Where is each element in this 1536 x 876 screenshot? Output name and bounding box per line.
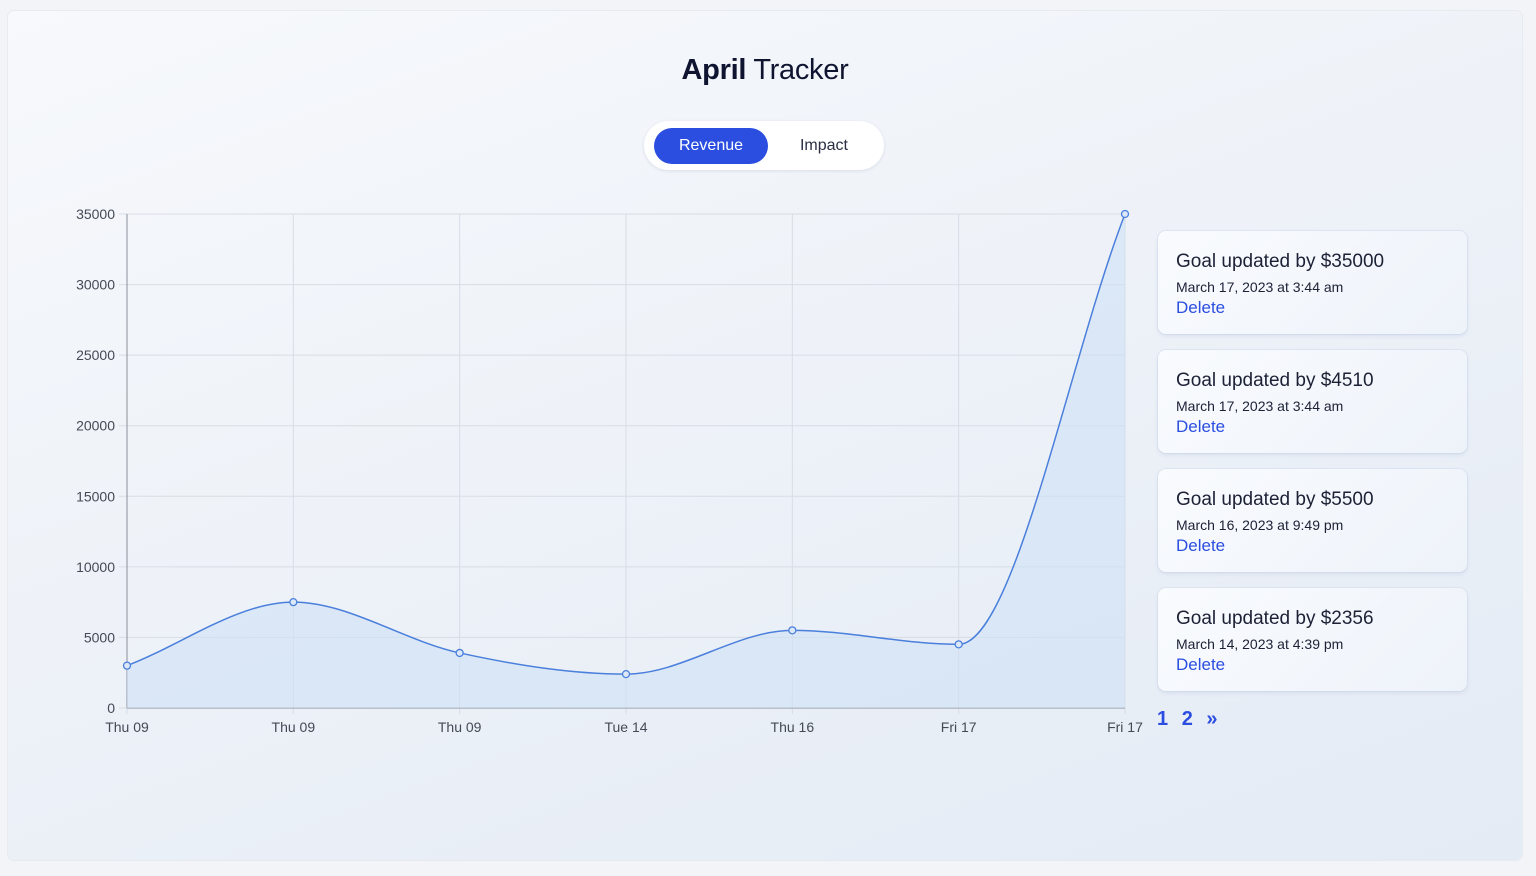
delete-goal-link[interactable]: Delete — [1176, 417, 1226, 436]
next-page-link[interactable]: » — [1206, 708, 1218, 730]
delete-goal-link[interactable]: Delete — [1176, 536, 1226, 555]
y-tick-label: 25000 — [76, 347, 115, 363]
delete-goal-link[interactable]: Delete — [1176, 655, 1226, 674]
data-point — [788, 626, 797, 635]
revenue-chart: 0 5000 10000 15000 20000 25000 30000 35000 Thu 0… — [76, 206, 1143, 735]
y-tick-label: 10000 — [76, 559, 115, 575]
goal-date: March 14, 2023 at 4:39 pm — [1176, 636, 1344, 652]
x-tick-label: Thu 09 — [438, 719, 482, 735]
data-point — [289, 597, 298, 607]
goal-date: March 16, 2023 at 9:49 pm — [1176, 517, 1344, 533]
x-tick-label: Thu 09 — [105, 719, 149, 735]
goal-item: Goal updated by $5500 March 16, 2023 at … — [1158, 469, 1467, 572]
goal-title: Goal updated by $2356 — [1176, 608, 1374, 629]
x-tick-label: Thu 16 — [771, 719, 815, 735]
page-title-light: Tracker — [753, 54, 849, 86]
y-tick-label: 20000 — [76, 418, 115, 434]
y-tick-label: 15000 — [76, 488, 115, 504]
page-title-strong: April — [681, 54, 747, 86]
y-tick-label: 5000 — [84, 629, 115, 645]
data-point — [1120, 209, 1130, 219]
delete-goal-link[interactable]: Delete — [1176, 298, 1226, 317]
goal-history-list: Goal updated by $35000 March 17, 2023 at… — [1158, 231, 1467, 707]
impact-tab[interactable]: Impact — [799, 137, 848, 154]
goal-title: Goal updated by $4510 — [1176, 370, 1374, 391]
goal-date: March 17, 2023 at 3:44 am — [1176, 398, 1344, 414]
data-point — [954, 640, 963, 649]
x-tick-label: Thu 09 — [272, 719, 316, 735]
page-link-2[interactable]: 2 — [1181, 708, 1193, 730]
goal-title: Goal updated by $5500 — [1176, 489, 1374, 510]
x-tick-label: Fri 17 — [941, 719, 977, 735]
y-tick-label: 0 — [107, 700, 115, 716]
page-title: April Tracker — [0, 54, 1530, 87]
x-tick-label: Tue 14 — [604, 719, 647, 735]
data-point — [122, 661, 132, 670]
x-tick-label: Fri 17 — [1107, 719, 1143, 735]
y-tick-label: 35000 — [76, 206, 115, 222]
goal-item: Goal updated by $4510 March 17, 2023 at … — [1158, 350, 1467, 453]
goal-title: Goal updated by $35000 — [1176, 251, 1385, 272]
revenue-tab[interactable]: Revenue — [654, 128, 768, 164]
pagination: 1 2 » — [1157, 708, 1226, 731]
metric-toggle: Revenue Impact — [644, 121, 884, 170]
goal-item: Goal updated by $35000 March 17, 2023 at… — [1158, 231, 1467, 334]
data-point — [621, 669, 631, 679]
series-area-fill — [127, 214, 1125, 708]
y-tick-label: 30000 — [76, 277, 115, 293]
page-link-1[interactable]: 1 — [1157, 708, 1169, 730]
data-point — [455, 648, 464, 658]
goal-item: Goal updated by $2356 March 14, 2023 at … — [1158, 588, 1467, 691]
goal-date: March 17, 2023 at 3:44 am — [1176, 279, 1344, 295]
